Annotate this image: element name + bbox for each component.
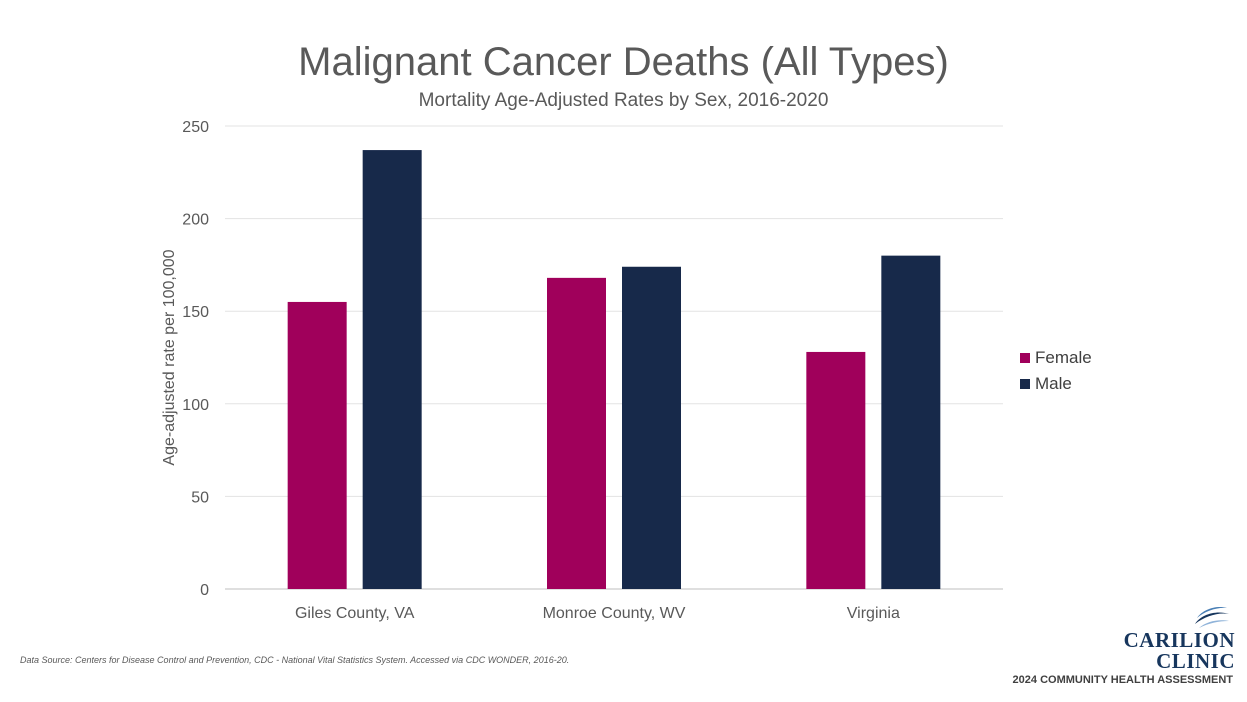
bar-female-2	[547, 277, 606, 589]
bar-male-3	[881, 255, 941, 589]
legend-swatch-male	[1020, 379, 1030, 389]
logo-word-clinic: CLINIC	[1156, 649, 1235, 673]
chart-legend: Female Male	[1020, 345, 1092, 397]
y-tick-label: 250	[182, 119, 209, 136]
y-tick-label: 0	[200, 582, 209, 599]
bar-female-3	[806, 351, 866, 589]
y-axis-title: Age-adjusted rate per 100,000	[161, 249, 178, 465]
bar-female-1	[287, 301, 347, 589]
y-tick-label: 100	[182, 397, 209, 414]
legend-label-female: Female	[1035, 348, 1092, 367]
x-tick-label: Virginia	[847, 605, 900, 622]
carilion-clinic-logo: CARILION CLINIC	[1100, 602, 1235, 672]
legend-label-male: Male	[1035, 374, 1072, 393]
bar-male-1	[362, 150, 422, 590]
legend-swatch-female	[1020, 353, 1030, 363]
chart-title: Malignant Cancer Deaths (All Types)	[298, 40, 949, 84]
y-tick-label: 200	[182, 212, 209, 229]
bar-male-2	[622, 266, 681, 589]
x-tick-label: Giles County, VA	[295, 605, 415, 622]
assessment-label: 2024 COMMUNITY HEALTH ASSESSMENT	[1012, 674, 1233, 686]
data-source-note: Data Source: Centers for Disease Control…	[20, 655, 570, 665]
y-tick-label: 50	[191, 489, 209, 506]
x-tick-label: Monroe County, WV	[543, 605, 686, 622]
legend-item-male: Male	[1020, 371, 1092, 397]
logo-word-carilion: CARILION	[1123, 628, 1235, 652]
logo-swoosh-icon	[1195, 607, 1229, 628]
y-tick-label: 150	[182, 304, 209, 321]
chart-subtitle: Mortality Age-Adjusted Rates by Sex, 201…	[418, 90, 829, 111]
legend-item-female: Female	[1020, 345, 1092, 371]
